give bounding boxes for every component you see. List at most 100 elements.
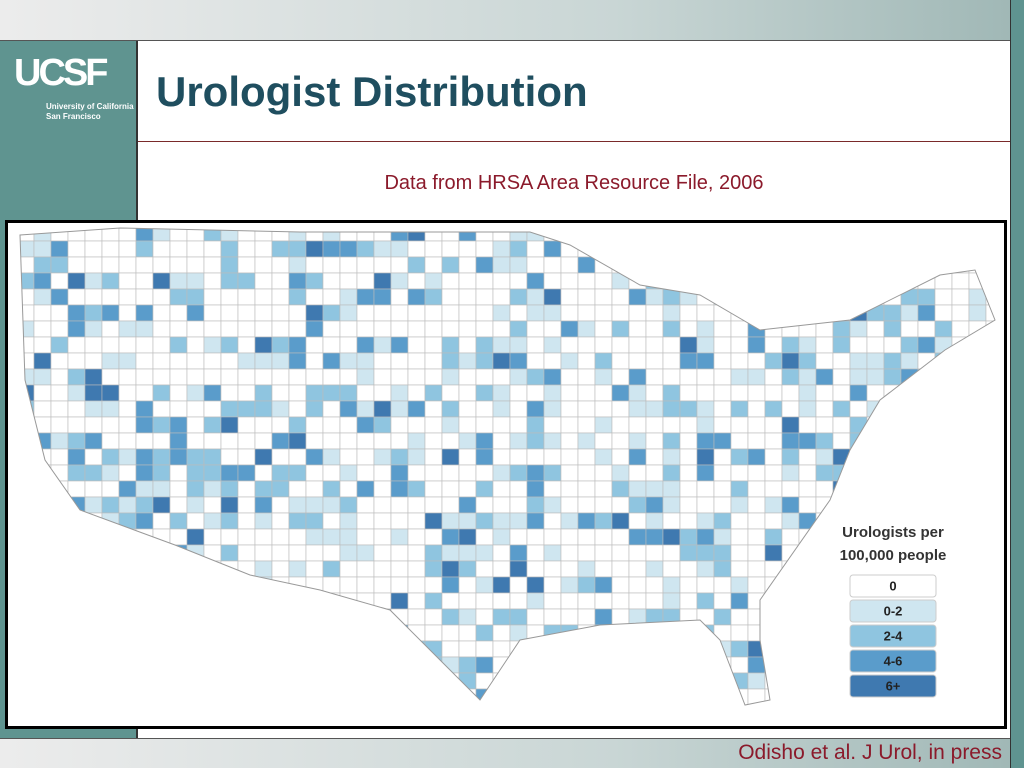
- county: [67, 400, 86, 418]
- county: [475, 528, 494, 546]
- county: [798, 384, 817, 402]
- county: [441, 544, 460, 562]
- county: [492, 400, 511, 418]
- county: [475, 560, 494, 578]
- county: [237, 400, 256, 418]
- county: [475, 512, 494, 530]
- county: [798, 448, 817, 466]
- county: [84, 320, 103, 338]
- county: [118, 288, 137, 306]
- county: [713, 384, 732, 402]
- county: [203, 464, 222, 482]
- county: [611, 576, 630, 594]
- county: [203, 240, 222, 258]
- county: [101, 464, 120, 482]
- county: [203, 304, 222, 322]
- county: [594, 608, 613, 626]
- county: [543, 528, 562, 546]
- county: [186, 496, 205, 514]
- county: [356, 320, 375, 338]
- county: [543, 448, 562, 466]
- county: [662, 528, 681, 546]
- county: [220, 352, 239, 370]
- county: [560, 544, 579, 562]
- county: [152, 240, 171, 258]
- county: [475, 304, 494, 322]
- county: [662, 560, 681, 578]
- county: [407, 368, 426, 386]
- county: [781, 384, 800, 402]
- county: [152, 272, 171, 290]
- county: [305, 288, 324, 306]
- county: [203, 512, 222, 530]
- county: [33, 384, 52, 402]
- county: [254, 528, 273, 546]
- county: [475, 544, 494, 562]
- county: [917, 288, 936, 306]
- county: [271, 512, 290, 530]
- county: [135, 448, 154, 466]
- county: [424, 256, 443, 274]
- county: [169, 352, 188, 370]
- county: [407, 464, 426, 482]
- county: [390, 384, 409, 402]
- county: [475, 320, 494, 338]
- county: [203, 416, 222, 434]
- county: [254, 272, 273, 290]
- county: [373, 384, 392, 402]
- county: [849, 352, 868, 370]
- county: [458, 384, 477, 402]
- county: [407, 288, 426, 306]
- county: [356, 544, 375, 562]
- county: [322, 352, 341, 370]
- county: [373, 304, 392, 322]
- county: [339, 576, 358, 594]
- county: [220, 320, 239, 338]
- county: [50, 336, 69, 354]
- county: [679, 352, 698, 370]
- county: [713, 480, 732, 498]
- county: [237, 304, 256, 322]
- county: [305, 400, 324, 418]
- county: [492, 448, 511, 466]
- county: [288, 416, 307, 434]
- county: [305, 272, 324, 290]
- county: [628, 416, 647, 434]
- county: [730, 464, 749, 482]
- county: [305, 496, 324, 514]
- county: [373, 496, 392, 514]
- county: [305, 336, 324, 354]
- county: [305, 352, 324, 370]
- legend-swatch: [849, 674, 937, 698]
- county: [33, 368, 52, 386]
- county: [373, 352, 392, 370]
- county: [866, 336, 885, 354]
- county: [730, 368, 749, 386]
- county: [424, 576, 443, 594]
- county: [288, 288, 307, 306]
- county: [305, 416, 324, 434]
- county: [696, 400, 715, 418]
- county: [441, 496, 460, 514]
- county: [679, 400, 698, 418]
- county: [764, 544, 783, 562]
- county: [577, 288, 596, 306]
- county: [611, 432, 630, 450]
- county: [373, 336, 392, 354]
- county: [560, 496, 579, 514]
- county: [696, 592, 715, 610]
- county: [815, 336, 834, 354]
- county: [288, 432, 307, 450]
- county: [135, 352, 154, 370]
- county: [186, 448, 205, 466]
- county: [220, 240, 239, 258]
- county: [271, 368, 290, 386]
- county: [305, 448, 324, 466]
- county: [526, 496, 545, 514]
- county: [832, 432, 851, 450]
- county: [203, 272, 222, 290]
- county: [305, 528, 324, 546]
- county: [543, 256, 562, 274]
- county: [373, 272, 392, 290]
- county: [373, 432, 392, 450]
